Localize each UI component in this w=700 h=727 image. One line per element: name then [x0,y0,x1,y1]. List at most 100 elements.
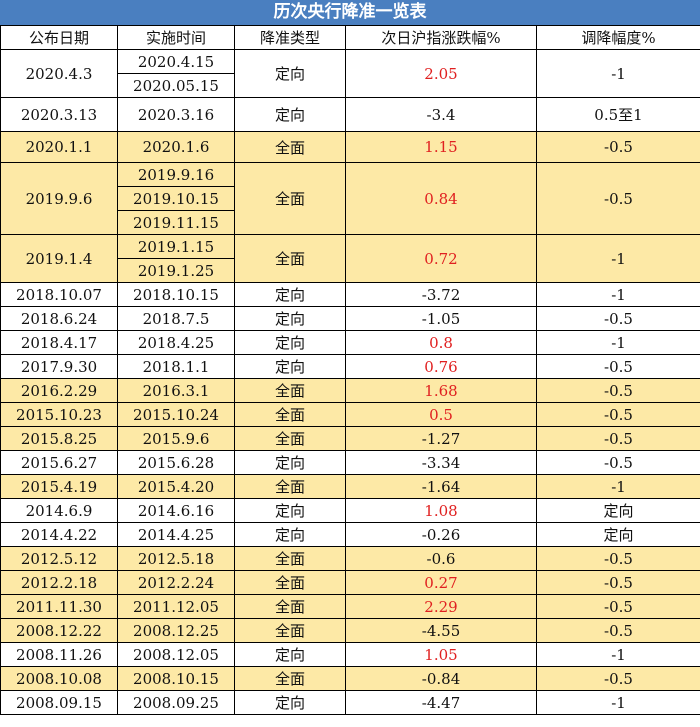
table-row: 2008.09.15 2008.09.25 定向 -4.47 -1 [0,690,700,715]
next-day-change-cell: 0.27 [345,570,537,595]
cut-size-cell: -0.5 [536,666,700,691]
table-row: 2019.1.4 2019.1.15 全面 0.72 -1 [0,234,700,283]
next-day-change-cell: 1.05 [345,642,537,667]
announce-date-cell: 2018.4.17 [0,330,118,355]
cut-size-cell: -0.5 [536,570,700,595]
announce-date-cell: 2020.1.1 [0,131,118,163]
next-day-change-cell: -3.4 [345,97,537,132]
cut-type-cell: 定向 [234,522,346,547]
cut-type-cell: 定向 [234,282,346,307]
next-day-change-cell: 0.5 [345,402,537,427]
implement-date-cell: 2015.10.24 [117,402,235,427]
table-body: 2020.4.3 2020.4.15 定向 2.05 -1 2020.05.15 2020.… [0,49,700,715]
table-row: 2014.6.9 2014.6.16 定向 1.08 定向 [0,498,700,523]
cut-size-cell: -0.5 [536,131,700,163]
table-row: 2017.9.30 2018.1.1 定向 0.76 -0.5 [0,354,700,379]
announce-date-cell: 2019.1.4 [0,234,118,283]
header-cut-size: 调降幅度% [536,25,700,50]
cut-size-cell: -0.5 [536,402,700,427]
announce-date-cell: 2014.4.22 [0,522,118,547]
announce-date-cell: 2016.2.29 [0,378,118,403]
implement-date-cell: 2019.1.15 [117,234,235,259]
table-row: 2015.6.27 2015.6.28 定向 -3.34 -0.5 [0,450,700,475]
table-row: 2014.4.22 2014.4.25 定向 -0.26 定向 [0,522,700,547]
next-day-change-cell: -0.84 [345,666,537,691]
table-row: 2011.11.30 2011.12.05 全面 2.29 -0.5 [0,594,700,619]
header-cut-type: 降准类型 [234,25,346,50]
cut-size-cell: -1 [536,642,700,667]
implement-date-cell: 2012.5.18 [117,546,235,571]
cut-type-cell: 全面 [234,594,346,619]
table-row: 2016.2.29 2016.3.1 全面 1.68 -0.5 [0,378,700,403]
cut-type-cell: 全面 [234,426,346,451]
table-row: 2018.6.24 2018.7.5 定向 -1.05 -0.5 [0,306,700,331]
announce-date-cell: 2015.10.23 [0,402,118,427]
next-day-change-cell: 0.72 [345,234,537,283]
table-row: 2008.12.22 2008.12.25 全面 -4.55 -0.5 [0,618,700,643]
next-day-change-cell: 1.08 [345,498,537,523]
announce-date-cell: 2019.9.6 [0,162,118,235]
table-row: 2019.9.6 2019.9.16 全面 0.84 -0.5 [0,162,700,235]
cut-type-cell: 定向 [234,498,346,523]
cut-type-cell: 全面 [234,131,346,163]
header-announce-date: 公布日期 [0,25,118,50]
table-row: 2012.5.12 2012.5.18 全面 -0.6 -0.5 [0,546,700,571]
announce-date-cell: 2015.8.25 [0,426,118,451]
cut-type-cell: 全面 [234,474,346,499]
implement-date-cell: 2020.3.16 [117,97,235,132]
implement-date-cell: 2015.6.28 [117,450,235,475]
rrr-cut-table: 公布日期 实施时间 降准类型 次日沪指涨跌幅% 调降幅度% 2020.4.3 20… [0,25,700,715]
cut-type-cell: 定向 [234,450,346,475]
cut-type-cell: 全面 [234,162,346,235]
cut-size-cell: -0.5 [536,618,700,643]
implement-date-cell: 2014.4.25 [117,522,235,547]
cut-size-cell: -0.5 [536,426,700,451]
announce-date-cell: 2014.6.9 [0,498,118,523]
next-day-change-cell: 0.8 [345,330,537,355]
cut-type-cell: 定向 [234,49,346,98]
header-implement-date: 实施时间 [117,25,235,50]
implement-date-cell: 2020.05.15 [117,73,235,98]
table-row: 2015.8.25 2015.9.6 全面 -1.27 -0.5 [0,426,700,451]
next-day-change-cell: -3.34 [345,450,537,475]
implement-date-cell: 2018.1.1 [117,354,235,379]
announce-date-cell: 2018.10.07 [0,282,118,307]
table-title: 历次央行降准一览表 [0,0,700,25]
implement-date-cell: 2019.9.16 [117,162,235,187]
next-day-change-cell: -0.26 [345,522,537,547]
implement-date-cell: 2014.6.16 [117,498,235,523]
cut-type-cell: 全面 [234,402,346,427]
announce-date-cell: 2020.4.3 [0,49,118,98]
next-day-change-cell: -0.6 [345,546,537,571]
announce-date-cell: 2017.9.30 [0,354,118,379]
cut-type-cell: 定向 [234,642,346,667]
cut-type-cell: 定向 [234,330,346,355]
cut-size-cell: -0.5 [536,546,700,571]
implement-date-cell: 2016.3.1 [117,378,235,403]
next-day-change-cell: -4.55 [345,618,537,643]
implement-date-cell: 2011.12.05 [117,594,235,619]
table-row: 2019.11.15 [1,210,700,235]
cut-type-cell: 全面 [234,378,346,403]
next-day-change-cell: 2.29 [345,594,537,619]
implement-date-cell: 2015.9.6 [117,426,235,451]
next-day-change-cell: -1.27 [345,426,537,451]
announce-date-cell: 2015.6.27 [0,450,118,475]
announce-date-cell: 2008.11.26 [0,642,118,667]
table-row: 2015.10.23 2015.10.24 全面 0.5 -0.5 [0,402,700,427]
announce-date-cell: 2020.3.13 [0,97,118,132]
next-day-change-cell: -1.64 [345,474,537,499]
cut-type-cell: 全面 [234,234,346,283]
announce-date-cell: 2012.5.12 [0,546,118,571]
announce-date-cell: 2018.6.24 [0,306,118,331]
next-day-change-cell: 1.68 [345,378,537,403]
implement-date-cell: 2019.11.15 [117,210,235,235]
implement-date-cell: 2018.10.15 [117,282,235,307]
announce-date-cell: 2011.11.30 [0,594,118,619]
header-row: 公布日期 实施时间 降准类型 次日沪指涨跌幅% 调降幅度% [0,25,700,50]
cut-size-cell: -1 [536,330,700,355]
table-row: 2020.3.13 2020.3.16 定向 -3.4 0.5至1 [0,97,700,132]
table-row: 2012.2.18 2012.2.24 全面 0.27 -0.5 [0,570,700,595]
announce-date-cell: 2008.12.22 [0,618,118,643]
next-day-change-cell: -4.47 [345,690,537,715]
